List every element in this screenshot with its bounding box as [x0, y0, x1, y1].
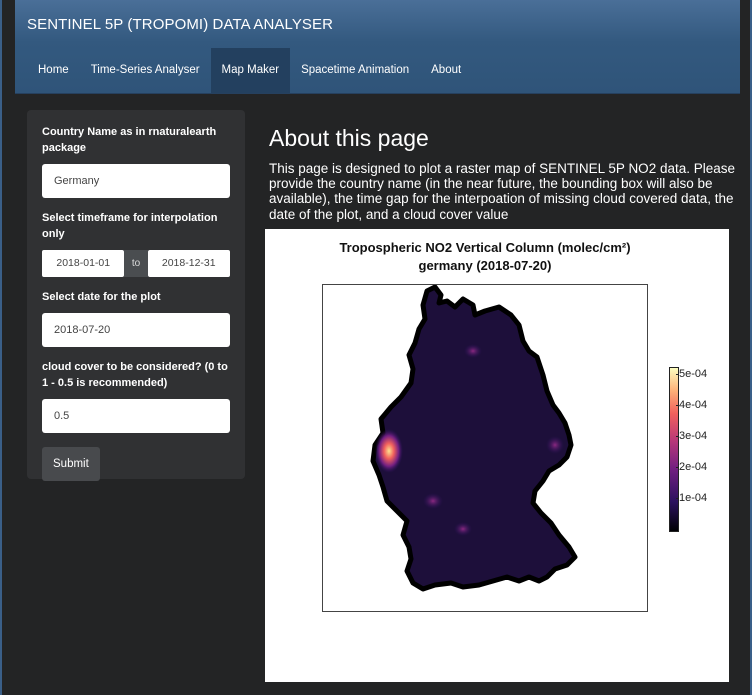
cloud-cover-input[interactable]: [42, 399, 230, 433]
colorbar-tick: 4e-04: [675, 399, 708, 411]
plot-subtitle: germany (2018-07-20): [418, 258, 552, 273]
hotspot-ruhr: [375, 429, 403, 473]
tab-about[interactable]: About: [431, 64, 462, 76]
start-date-input[interactable]: 2018-01-01: [42, 250, 125, 277]
app-title: SENTINEL 5P (TROPOMI) DATA ANALYSER: [27, 16, 334, 33]
plot-title: Tropospheric NO2 Vertical Column (molec/…: [339, 240, 631, 255]
plot-date-label: Select date for the plot: [42, 291, 161, 303]
colorbar-tick: 2e-04: [675, 461, 708, 473]
end-date-input[interactable]: 2018-12-31: [147, 250, 230, 277]
colorbar-tick: 5e-04: [675, 368, 708, 380]
country-input[interactable]: [42, 164, 230, 198]
colorbar-tick: 3e-04: [675, 430, 708, 442]
colorbar-ticks: 5e-04 4e-04 3e-04 2e-04 1e-04: [675, 367, 729, 532]
nav-tabs: Home Time-Series Analyser Map Maker Spac…: [27, 48, 472, 93]
input-panel: Country Name as in rnaturalearth package…: [27, 110, 245, 481]
date-range-separator: to: [124, 250, 148, 277]
timeframe-label: Select timeframe for interpolation only: [42, 212, 218, 240]
tab-spacetime-animation[interactable]: Spacetime Animation: [301, 64, 410, 76]
colorbar-tick: 1e-04: [675, 492, 708, 504]
page-title: About this page: [269, 125, 429, 151]
cloud-cover-label: cloud cover to be considered? (0 to 1 - …: [42, 361, 228, 389]
tab-time-series-analyser[interactable]: Time-Series Analyser: [90, 64, 200, 76]
no2-map-plot: Tropospheric NO2 Vertical Column (molec/…: [265, 229, 729, 682]
navbar: SENTINEL 5P (TROPOMI) DATA ANALYSER Home…: [15, 0, 740, 94]
hotspot-stuttgart: [454, 522, 472, 536]
country-label: Country Name as in rnaturalearth package: [42, 126, 217, 154]
map-frame: [322, 284, 648, 612]
hotspot-berlin: [464, 344, 482, 358]
submit-button[interactable]: Submit: [42, 447, 100, 481]
germany-outline: [370, 284, 578, 592]
date-range: 2018-01-01 to 2018-12-31: [42, 250, 230, 277]
germany-raster-map: [370, 284, 578, 592]
hotspot-east: [546, 436, 564, 454]
plot-date-input[interactable]: [42, 313, 230, 347]
colorbar: [669, 367, 679, 532]
page-description: This page is designed to plot a raster m…: [269, 161, 736, 222]
hotspot-frankfurt: [423, 493, 443, 509]
tab-home[interactable]: Home: [38, 64, 69, 76]
tab-map-maker[interactable]: Map Maker: [210, 48, 291, 93]
